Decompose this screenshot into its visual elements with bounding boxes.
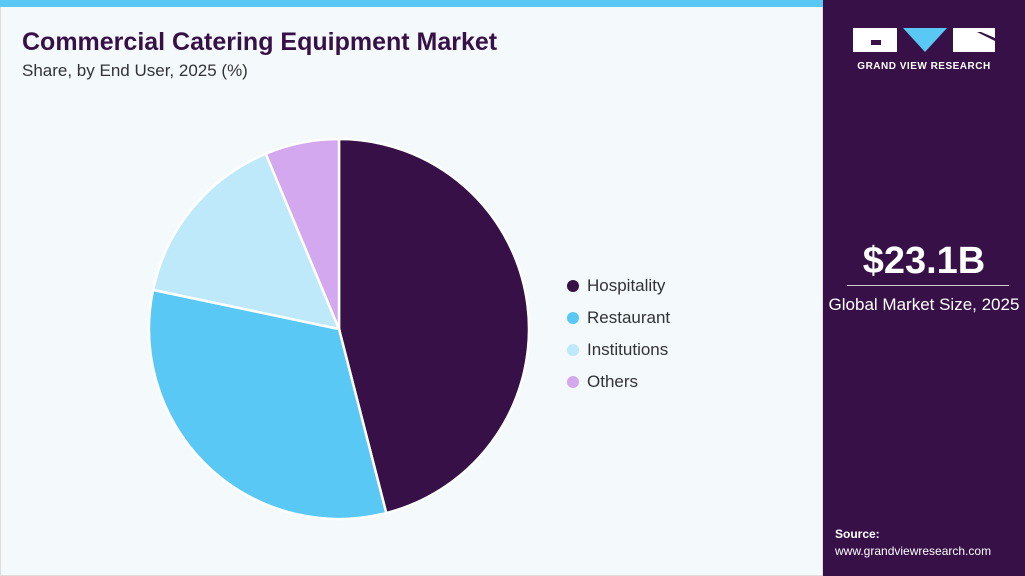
logo-text: GRAND VIEW RESEARCH xyxy=(857,61,991,72)
legend-label: Restaurant xyxy=(587,308,671,327)
source: Source: www.grandviewresearch.com xyxy=(835,526,991,560)
legend-item-hospitality: Hospitality xyxy=(567,270,670,302)
legend-label: Others xyxy=(587,372,639,391)
grand-view-research-logo xyxy=(853,28,995,52)
legend-item-others: Others xyxy=(567,366,670,398)
sidebar: GRAND VIEW RESEARCH $23.1B Global Market… xyxy=(823,0,1025,576)
legend-swatch xyxy=(567,280,579,292)
accent-bar xyxy=(0,0,823,7)
legend-item-restaurant: Restaurant xyxy=(567,302,670,334)
pie-slice-institutions xyxy=(151,152,342,331)
market-size-value: $23.1B xyxy=(862,240,986,282)
pie-slice-others xyxy=(264,137,341,330)
divider xyxy=(847,285,1009,286)
chart-subtitle: Share, by End User, 2025 (%) xyxy=(22,61,248,80)
legend-label: Hospitality xyxy=(587,276,666,295)
market-size-label: Global Market Size, 2025 xyxy=(828,295,1020,314)
source-link[interactable]: www.grandviewresearch.com xyxy=(835,544,992,558)
legend-swatch xyxy=(567,312,579,324)
pie-slice-hospitality xyxy=(337,137,531,515)
legend-label: Institutions xyxy=(587,340,669,359)
pie-chart xyxy=(147,137,531,521)
legend-swatch xyxy=(567,344,579,356)
legend-swatch xyxy=(567,376,579,388)
legend-item-institutions: Institutions xyxy=(567,334,670,366)
legend: Hospitality Restaurant Institutions Others xyxy=(567,270,670,398)
source-label: Source: xyxy=(835,527,880,541)
pie-slice-restaurant xyxy=(147,288,388,521)
chart-title: Commercial Catering Equipment Market xyxy=(22,28,498,56)
